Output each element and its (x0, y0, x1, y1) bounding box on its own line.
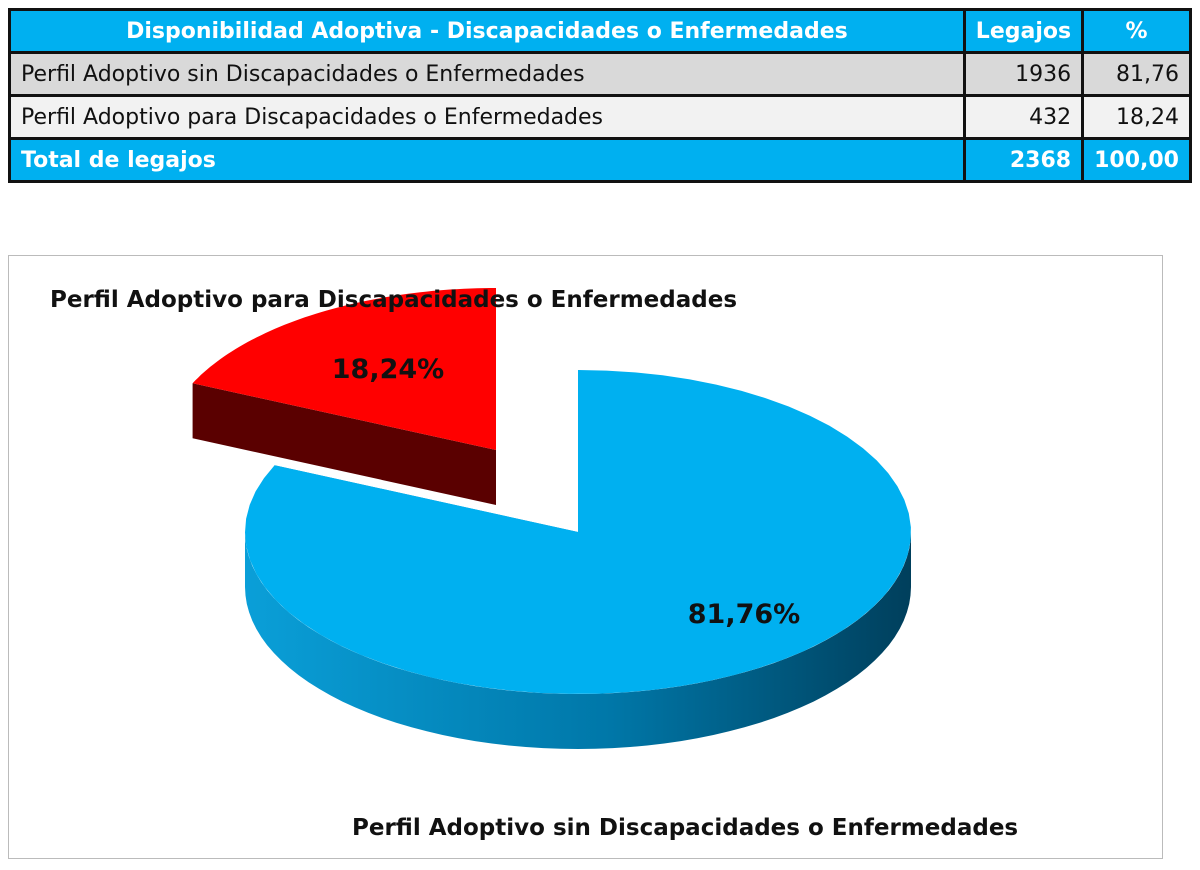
header-percent: % (1081, 8, 1192, 54)
row-percent: 81,76 (1081, 51, 1192, 97)
row-percent: 18,24 (1081, 94, 1192, 140)
total-percent: 100,00 (1081, 137, 1192, 183)
table-row: Perfil Adoptivo sin Discapacidades o Enf… (8, 51, 1192, 97)
chart-frame (8, 255, 1163, 859)
data-label-sin: 81,76% (688, 599, 800, 630)
slice-side-sin (245, 532, 911, 749)
total-row: Total de legajos 2368 100,00 (8, 137, 1192, 183)
total-label: Total de legajos (8, 137, 966, 183)
row-legajos: 1936 (962, 51, 1085, 97)
category-label-sin: Perfil Adoptivo sin Discapacidades o Enf… (352, 815, 1018, 841)
table-header: Disponibilidad Adoptiva - Discapacidades… (8, 8, 1192, 54)
row-label: Perfil Adoptivo para Discapacidades o En… (8, 94, 966, 140)
data-label-para: 18,24% (332, 354, 444, 385)
row-label: Perfil Adoptivo sin Discapacidades o Enf… (8, 51, 966, 97)
slice-para (192, 288, 496, 450)
header-legajos: Legajos (962, 8, 1085, 54)
category-label-para: Perfil Adoptivo para Discapacidades o En… (50, 287, 737, 313)
row-legajos: 432 (962, 94, 1085, 140)
slice-side-para (192, 383, 496, 505)
header-title: Disponibilidad Adoptiva - Discapacidades… (8, 8, 966, 54)
total-legajos: 2368 (962, 137, 1085, 183)
table-row: Perfil Adoptivo para Discapacidades o En… (8, 94, 1192, 140)
summary-table: Disponibilidad Adoptiva - Discapacidades… (8, 8, 1192, 183)
slice-sin (245, 370, 911, 694)
